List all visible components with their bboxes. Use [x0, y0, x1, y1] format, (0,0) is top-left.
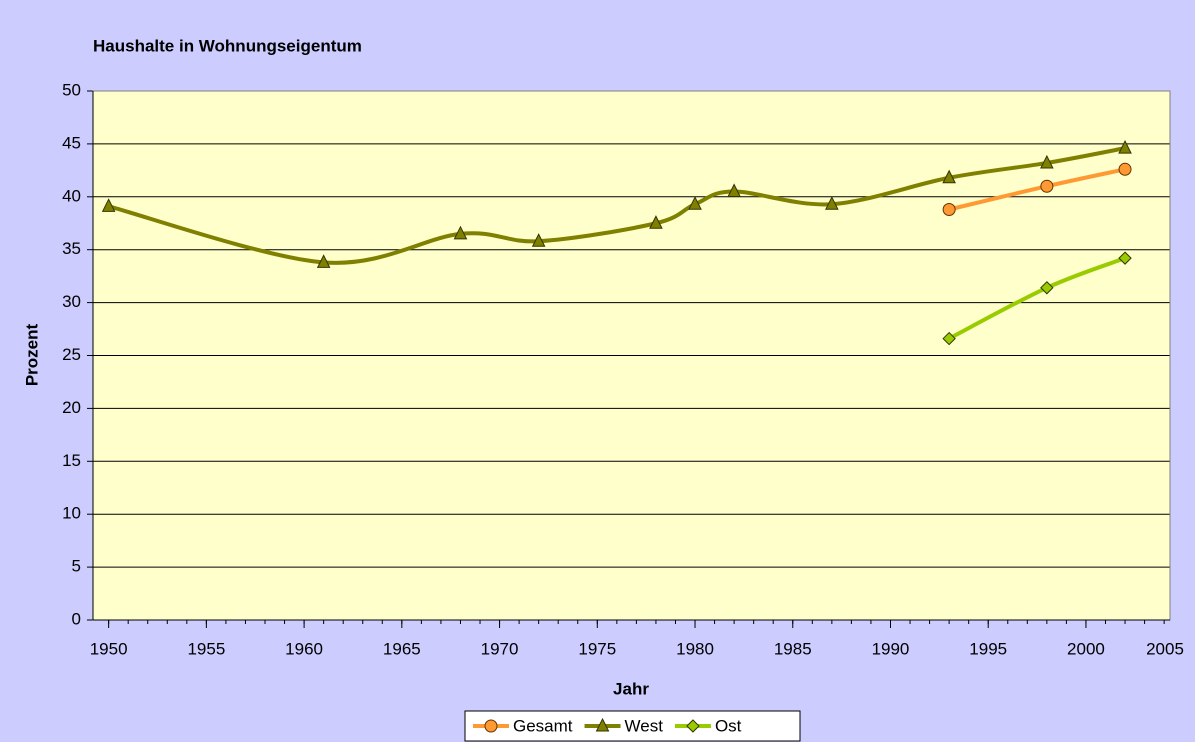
- x-axis-label: Jahr: [613, 679, 649, 698]
- y-tick-label: 20: [62, 398, 81, 417]
- marker: [686, 719, 700, 733]
- x-tick-label: 1985: [774, 639, 812, 658]
- marker: [453, 225, 468, 240]
- legend-label: Gesamt: [513, 716, 573, 735]
- marker: [1040, 154, 1054, 169]
- y-tick-label: 25: [62, 345, 81, 364]
- y-tick-label: 35: [62, 239, 81, 258]
- marker: [1118, 162, 1132, 176]
- x-tick-label: 1975: [578, 639, 616, 658]
- series-line: [108, 146, 1126, 265]
- marker: [1040, 179, 1054, 193]
- marker: [531, 233, 546, 247]
- marker: [942, 202, 956, 216]
- y-tick-label: 40: [62, 186, 81, 205]
- marker: [101, 198, 116, 212]
- x-tick-label: 1980: [676, 639, 714, 658]
- marker: [649, 215, 663, 229]
- y-axis-label: Prozent: [22, 323, 41, 386]
- marker: [688, 196, 702, 210]
- x-tick-label: 1960: [285, 639, 323, 658]
- x-tick-label: 1955: [187, 639, 225, 658]
- legend-label: West: [625, 716, 664, 735]
- y-tick-label: 50: [62, 80, 81, 99]
- x-tick-label: 1995: [969, 639, 1007, 658]
- y-tick-label: 0: [72, 609, 81, 628]
- marker: [1040, 281, 1054, 295]
- marker: [1118, 140, 1132, 154]
- x-tick-label: 1970: [481, 639, 519, 658]
- marker: [484, 719, 498, 733]
- marker: [595, 717, 610, 732]
- y-tick-label: 30: [62, 292, 81, 311]
- x-tick-label: 1950: [90, 639, 128, 658]
- y-tick-label: 10: [62, 504, 81, 523]
- marker: [727, 183, 741, 198]
- legend-label: Ost: [715, 716, 742, 735]
- x-tick-label: 2005: [1146, 639, 1184, 658]
- legend-box: [464, 710, 801, 742]
- marker: [942, 331, 956, 346]
- x-tick-label: 1990: [872, 639, 910, 658]
- y-tick-label: 45: [62, 133, 81, 152]
- y-tick-label: 5: [72, 557, 81, 576]
- legend: Gesamt West Ost: [464, 710, 801, 742]
- marker: [942, 169, 956, 184]
- marker: [316, 254, 331, 268]
- marker: [825, 196, 839, 210]
- y-tick-label: 15: [62, 451, 81, 470]
- chart-title: Haushalte in Wohnungseigentum: [93, 36, 362, 55]
- x-tick-label: 2000: [1067, 639, 1105, 658]
- marker: [1118, 251, 1132, 265]
- x-tick-label: 1965: [383, 639, 421, 658]
